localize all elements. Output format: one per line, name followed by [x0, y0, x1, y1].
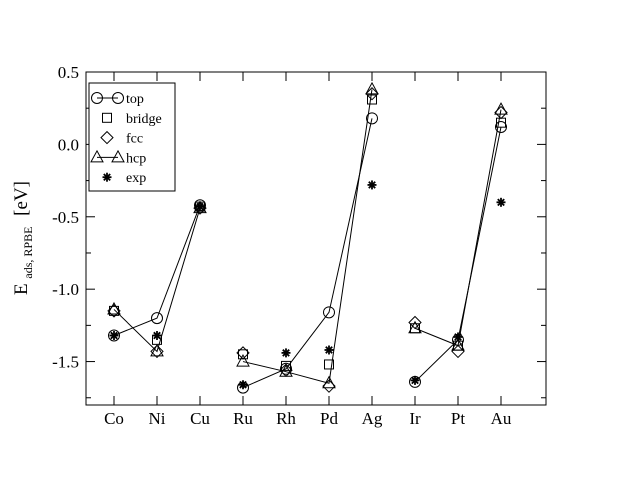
data-point-exp [152, 331, 162, 341]
legend-label: top [126, 92, 144, 107]
legend-item-bridge: bridge [102, 112, 162, 127]
data-point-exp [410, 375, 420, 385]
axes: 0.5 0.0 -0.5 -1.0 -1.5 Co Ni Cu Ru Rh Pd Ag Ir Pt Au [52, 63, 546, 428]
data-point-top [151, 312, 163, 325]
data-point-hcp [408, 320, 422, 334]
data-point-exp [109, 331, 119, 341]
data-point-hcp [494, 102, 508, 115]
x-tick-label: Ir [409, 409, 421, 428]
series-line-top [242, 118, 373, 389]
data-point-fcc [150, 344, 164, 359]
data-point-fcc [451, 344, 465, 359]
data-point-exp [195, 202, 205, 212]
data-point-fcc [365, 87, 379, 101]
legend-item-fcc: fcc [100, 130, 143, 147]
legend-item-exp: exp [102, 171, 146, 186]
x-tick-label: Ag [362, 409, 383, 428]
x-tick-label: Pd [320, 409, 338, 428]
legend-label: fcc [126, 132, 143, 147]
legend-marker [112, 92, 124, 104]
x-tick-label: Pt [451, 409, 465, 428]
data-point-hcp [150, 343, 164, 357]
y-tick-label: -0.5 [52, 208, 79, 227]
x-tick-label: Co [104, 409, 124, 428]
legend-marker [91, 92, 103, 104]
series-line-top [113, 205, 201, 336]
x-tick-label: Ni [149, 409, 166, 428]
series-line-hcp [414, 109, 502, 347]
legend-marker [90, 149, 104, 163]
y-axis-label: E ads, RPBE [eV] [11, 181, 37, 295]
legend-box [88, 82, 176, 192]
x-tick-label: Ru [233, 409, 253, 428]
legend-marker [102, 172, 112, 182]
y-tick-label: -1.0 [52, 280, 79, 299]
data-point-exp [453, 332, 463, 342]
data-point-top [495, 121, 507, 134]
legend-marker [100, 130, 114, 145]
data-point-exp [496, 197, 506, 207]
legend-item-hcp: hcp [90, 149, 146, 166]
data-point-fcc [494, 105, 508, 120]
data-point-top [280, 362, 292, 375]
data-point-exp [238, 380, 248, 390]
data-point-top [323, 306, 335, 319]
legend-label: exp [126, 171, 146, 186]
plot-content [107, 81, 508, 394]
x-tick-label: Cu [190, 409, 210, 428]
series-exp [109, 180, 506, 390]
x-tick-label: Rh [276, 409, 296, 428]
data-point-hcp [236, 354, 250, 367]
y-tick-label: 0.0 [58, 135, 79, 154]
data-point-exp [367, 180, 377, 190]
data-point-bridge [281, 360, 291, 371]
data-point-top [366, 112, 378, 125]
data-point-hcp [107, 301, 121, 315]
legend-label: hcp [126, 151, 146, 166]
data-point-bridge [324, 359, 334, 370]
legend-label: bridge [126, 112, 162, 127]
x-tick-label: Au [491, 409, 512, 428]
legend: top bridge fcc hcp exp [88, 82, 176, 192]
y-axis-label-subscript: ads, RPBE [21, 227, 35, 279]
data-point-hcp [451, 338, 465, 351]
series-line-hcp [242, 89, 373, 384]
y-axis-label-main: E [11, 283, 32, 295]
data-point-hcp [322, 375, 336, 389]
y-tick-label: 0.5 [58, 63, 79, 82]
legend-marker [102, 112, 112, 123]
legend-item-top: top [91, 92, 144, 107]
series-line-hcp [113, 207, 201, 353]
plot-frame [85, 71, 547, 406]
data-point-bridge [367, 94, 377, 105]
data-point-hcp [279, 364, 293, 377]
y-tick-label: -1.5 [52, 353, 79, 372]
legend-marker [111, 149, 125, 163]
data-point-exp [324, 345, 334, 355]
data-point-fcc [236, 346, 250, 360]
data-point-fcc [107, 304, 121, 318]
y-axis-label-unit: [eV] [11, 181, 32, 216]
data-point-hcp [365, 81, 379, 95]
data-point-top [108, 329, 120, 342]
data-point-exp [281, 348, 291, 358]
